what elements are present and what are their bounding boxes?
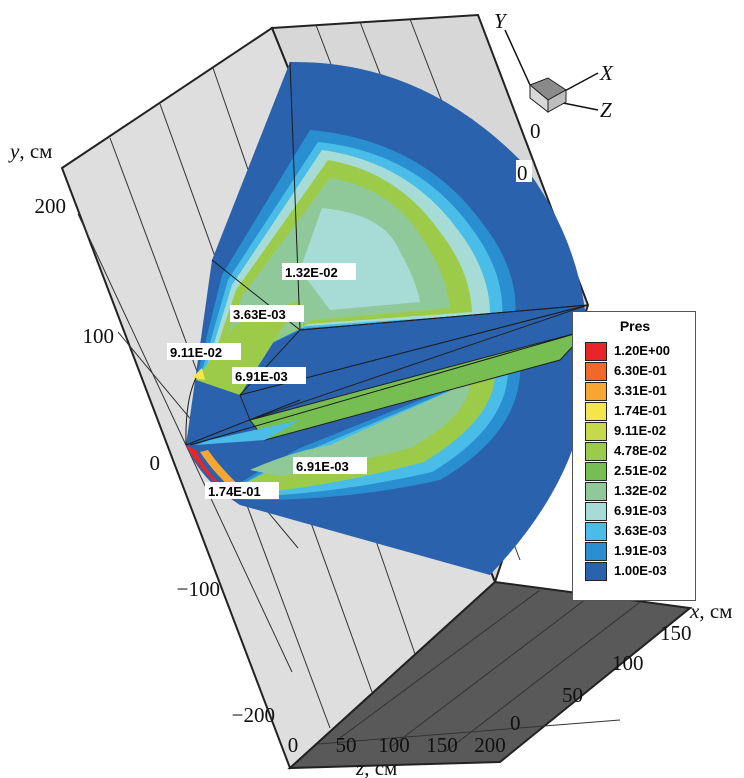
contour-label-6: 1.74E-01 — [208, 484, 261, 499]
legend-entry: 2.51E-02 — [585, 462, 693, 481]
legend-swatch — [585, 482, 607, 501]
y-tick-label: 100 — [83, 324, 115, 348]
contour-label-bg — [293, 457, 367, 474]
orientation-triad: Y X Z 0 — [494, 9, 614, 143]
legend-entry: 6.30E-01 — [585, 362, 693, 381]
legend-swatch — [585, 442, 607, 461]
top-zero-label: 0 — [517, 161, 528, 185]
legend-label: 6.91E-03 — [614, 503, 667, 518]
legend-swatch — [585, 502, 607, 521]
contour-label-3: 9.11E-02 — [170, 345, 222, 360]
legend-entry: 9.11E-02 — [585, 422, 693, 441]
x-tick-label: 150 — [660, 621, 692, 645]
contour-label-bg — [205, 482, 279, 499]
zero-label-bg — [516, 160, 532, 182]
legend-entry: 6.91E-03 — [585, 502, 693, 521]
contour-label-5: 6.91E-03 — [296, 459, 349, 474]
x-tick-label: 50 — [562, 683, 583, 707]
triad-origin-label: 0 — [530, 119, 541, 143]
z-tick-label: 200 — [474, 733, 506, 757]
legend-label: 3.63E-03 — [614, 523, 667, 538]
legend-title: Pres — [619, 318, 651, 334]
y-tick-label: 200 — [35, 194, 67, 218]
legend-label: 1.20E+00 — [614, 343, 671, 358]
legend-entry: 1.20E+00 — [585, 342, 693, 361]
z-tick-label: 50 — [336, 733, 357, 757]
y-axis-label: y, см — [8, 139, 52, 163]
y-tick-label: 0 — [150, 451, 161, 475]
legend-swatch — [585, 462, 607, 481]
contour-band-upper-6 — [300, 208, 420, 310]
z-tick-label: 100 — [378, 733, 410, 757]
contour-band-lower-4 — [250, 382, 470, 476]
legend-label: 1.91E-03 — [614, 543, 667, 558]
legend-label: 3.31E-01 — [614, 383, 667, 398]
contour-label-bg — [232, 367, 306, 384]
x-axis-label: x, см — [689, 599, 732, 623]
contour-label-bg — [230, 305, 304, 322]
x-tick-label: 100 — [612, 651, 644, 675]
legend-label: 1.00E-03 — [614, 563, 667, 578]
contour-labels: 1.32E-02 3.63E-03 9.11E-02 6.91E-03 6.91… — [167, 263, 367, 499]
legend-entry: 1.74E-01 — [585, 402, 693, 421]
pressure-legend: Pres 1.20E+00 6.30E-01 3.31E-01 1.74E-01 9.1… — [572, 311, 696, 601]
z-axis-label: z, см — [355, 756, 397, 778]
legend-swatch — [585, 382, 607, 401]
contour-label-4: 6.91E-03 — [235, 369, 288, 384]
floor — [287, 580, 693, 770]
contour-label-1: 1.32E-02 — [285, 265, 338, 280]
legend-swatch — [585, 402, 607, 421]
legend-label: 9.11E-02 — [614, 423, 667, 438]
wedge-surface-4 — [195, 420, 300, 445]
legend-swatch — [585, 362, 607, 381]
triad-cube-front — [547, 89, 567, 113]
nose-strip-3 — [192, 368, 205, 380]
triad-label-z: Z — [600, 98, 612, 122]
legend-label: 4.78E-02 — [614, 443, 667, 458]
z-tick-label: 150 — [426, 733, 458, 757]
legend-swatch — [585, 422, 607, 441]
legend-label: 2.51E-02 — [614, 463, 667, 478]
legend-swatch — [585, 542, 607, 561]
contour-label-bg — [282, 263, 356, 280]
z-tick-label: 0 — [288, 733, 299, 757]
legend-swatch — [585, 562, 607, 581]
triad-label-y: Y — [494, 9, 508, 33]
legend-entry: 1.32E-02 — [585, 482, 693, 501]
triad-label-x: X — [599, 61, 614, 85]
contour-label-bg — [167, 343, 241, 360]
legend-entry: 3.31E-01 — [585, 382, 693, 401]
legend-label: 1.74E-01 — [614, 403, 667, 418]
contour-label-2: 3.63E-03 — [233, 307, 286, 322]
x-tick-label: 0 — [510, 711, 521, 735]
y-tick-label: −100 — [177, 577, 220, 601]
nose-high-pressure — [186, 445, 236, 502]
y-tick-label: −200 — [232, 703, 275, 727]
legend-entry: 4.78E-02 — [585, 442, 693, 461]
legend-label: 1.32E-02 — [614, 483, 667, 498]
legend-entry: 3.63E-03 — [585, 522, 693, 541]
legend-entry: 1.91E-03 — [585, 542, 693, 561]
wedge-surface-1 — [196, 300, 300, 395]
legend-swatch — [585, 342, 607, 361]
legend-swatch — [585, 522, 607, 541]
legend-label: 6.30E-01 — [614, 363, 667, 378]
legend-entry: 1.00E-03 — [585, 562, 693, 581]
